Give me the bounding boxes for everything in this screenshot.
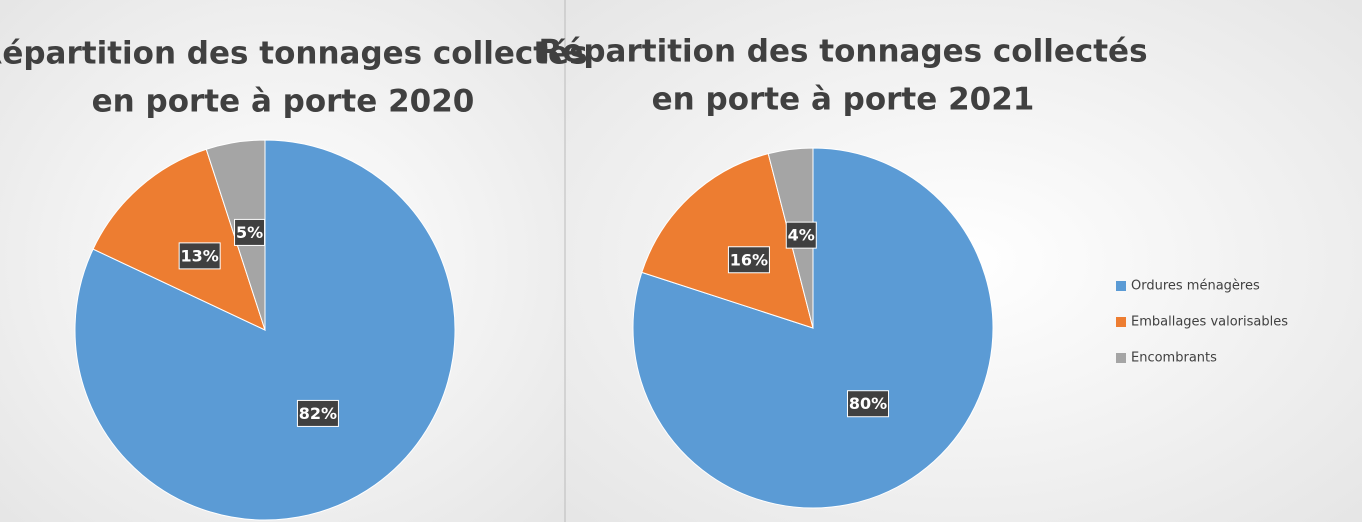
data-label: 80% <box>847 390 890 418</box>
data-label-box <box>847 390 890 418</box>
data-label-box <box>296 399 339 427</box>
legend-label: Ordures ménagères <box>1131 279 1260 294</box>
chart-title: Répartition des tonnages collectés <box>538 34 1147 70</box>
chart-title: en porte à porte 2021 <box>652 82 1035 118</box>
data-label-text: 13% <box>181 246 219 265</box>
data-label-text: 80% <box>849 394 887 413</box>
legend-label: Encombrants <box>1131 351 1217 366</box>
pie-slice <box>641 153 814 329</box>
data-label: 13% <box>178 242 221 270</box>
data-label-box <box>178 242 221 270</box>
data-label-text: 16% <box>730 250 768 269</box>
pie-slice <box>92 148 266 331</box>
data-label-text: 5% <box>236 223 263 242</box>
data-label: 4% <box>785 221 817 249</box>
data-label-box <box>234 218 266 246</box>
data-label: 5% <box>234 218 266 246</box>
legend-label: Emballages valorisables <box>1131 315 1288 330</box>
legend-swatch <box>1116 317 1126 327</box>
data-label: 82% <box>296 399 339 427</box>
legend-swatch <box>1116 281 1126 291</box>
chart-title: Répartition des tonnages collectés <box>0 36 588 72</box>
chart-title: en porte à porte 2020 <box>92 84 475 120</box>
pie-slice <box>632 147 994 509</box>
data-label-text: 4% <box>788 226 815 245</box>
data-label-text: 82% <box>299 404 337 423</box>
data-label-box <box>727 246 770 274</box>
data-label-box <box>785 221 817 249</box>
data-label: 16% <box>727 246 770 274</box>
legend-swatch <box>1116 353 1126 363</box>
